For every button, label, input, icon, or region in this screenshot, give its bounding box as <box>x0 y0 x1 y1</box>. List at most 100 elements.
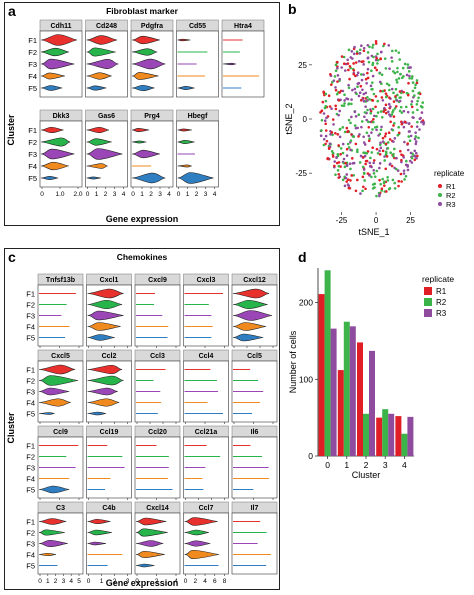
point-r3 <box>343 184 347 188</box>
point-r3 <box>353 45 356 49</box>
point-r3 <box>366 43 370 47</box>
point-r3 <box>370 131 373 134</box>
point-r1 <box>336 133 340 136</box>
violin-f4 <box>87 398 120 407</box>
point-r2 <box>372 172 376 175</box>
point-r3 <box>351 161 355 165</box>
bar-r1-cluster-0 <box>318 294 325 456</box>
legend: replicate R1 R2 R3 <box>422 274 454 318</box>
point-r2 <box>368 137 371 141</box>
chart-title: Fibroblast marker <box>106 6 178 16</box>
x-tick-label: 0 <box>325 460 330 470</box>
point-r1 <box>362 60 365 63</box>
point-r1 <box>374 95 378 98</box>
point-r2 <box>405 159 408 163</box>
point-r1 <box>331 155 335 158</box>
point-r3 <box>344 176 348 180</box>
gene-name: Hbegf <box>188 113 209 120</box>
point-r3 <box>362 46 366 50</box>
point-r1 <box>352 69 356 72</box>
point-r1 <box>329 73 332 76</box>
point-r1 <box>362 185 365 189</box>
violin-f3 <box>131 58 166 70</box>
point-r2 <box>338 127 342 131</box>
point-r3 <box>395 156 398 160</box>
violin-f2 <box>40 47 69 57</box>
point-r1 <box>384 167 388 171</box>
point-r3 <box>364 105 367 108</box>
violin-f3 <box>87 310 124 321</box>
point-r2 <box>383 57 387 60</box>
point-r3 <box>406 148 410 152</box>
point-r1 <box>407 81 410 85</box>
point-r3 <box>338 109 342 113</box>
point-r2 <box>407 135 411 138</box>
point-r3 <box>345 173 349 176</box>
violin-f3 <box>40 148 75 160</box>
point-r2 <box>359 73 363 76</box>
point-r2 <box>343 102 346 105</box>
violin-group-ccl2 <box>87 364 124 416</box>
point-r1 <box>333 164 336 168</box>
point-r2 <box>322 143 326 147</box>
point-r3 <box>362 73 365 76</box>
point-r2 <box>358 161 362 164</box>
point-r1 <box>365 159 369 163</box>
point-r1 <box>352 72 356 76</box>
legend-swatch-r3 <box>424 309 432 317</box>
point-r1 <box>375 56 378 60</box>
point-r3 <box>363 115 366 119</box>
point-r3 <box>362 141 366 144</box>
x-tick-label: 6 <box>213 578 217 585</box>
violin-f5 <box>177 86 195 90</box>
point-r3 <box>340 66 343 69</box>
point-r3 <box>368 165 372 168</box>
point-r3 <box>403 140 406 144</box>
point-r2 <box>392 152 395 156</box>
point-r2 <box>395 167 398 171</box>
point-r1 <box>381 149 385 153</box>
point-r3 <box>408 74 411 78</box>
x-tick-label: 4 <box>69 578 73 585</box>
point-r2 <box>370 151 374 154</box>
bar-r3-cluster-2 <box>369 350 375 456</box>
point-r1 <box>382 110 386 113</box>
violin-f3 <box>135 540 164 547</box>
point-r2 <box>352 173 355 177</box>
point-r3 <box>364 91 368 95</box>
point-r1 <box>366 71 369 75</box>
point-r2 <box>324 99 328 103</box>
point-r1 <box>397 131 401 135</box>
x-tick-label: 0 <box>86 191 90 198</box>
violin-group-cxcl14 <box>135 517 168 568</box>
point-r2 <box>391 128 395 132</box>
violin-group-cxcl1 <box>87 288 124 341</box>
gene-name: Ccl3 <box>150 353 165 360</box>
gene-name: Ccl5 <box>247 353 262 360</box>
point-r3 <box>378 162 382 165</box>
point-r2 <box>415 79 419 82</box>
point-r1 <box>346 129 350 133</box>
point-r1 <box>402 90 405 94</box>
x-tick-label: 0 <box>87 578 91 585</box>
point-r1 <box>415 81 419 85</box>
point-r3 <box>390 56 393 59</box>
point-r1 <box>322 90 325 94</box>
point-r1 <box>326 156 330 160</box>
point-r3 <box>362 135 365 139</box>
gene-name: Pdgfra <box>141 23 163 30</box>
point-r2 <box>417 96 420 100</box>
violin-group-cd55 <box>177 38 208 90</box>
violin-f1 <box>232 288 270 299</box>
violin-group-cxcl3 <box>184 293 223 338</box>
cluster-label: F4 <box>28 72 37 81</box>
gene-name: C4b <box>102 505 115 512</box>
point-r2 <box>351 135 355 138</box>
point-r1 <box>324 122 328 126</box>
point-r3 <box>371 74 375 78</box>
point-r2 <box>386 175 389 179</box>
point-r3 <box>363 154 367 158</box>
point-r1 <box>350 157 354 160</box>
point-r2 <box>376 99 380 103</box>
point-r3 <box>390 87 394 91</box>
